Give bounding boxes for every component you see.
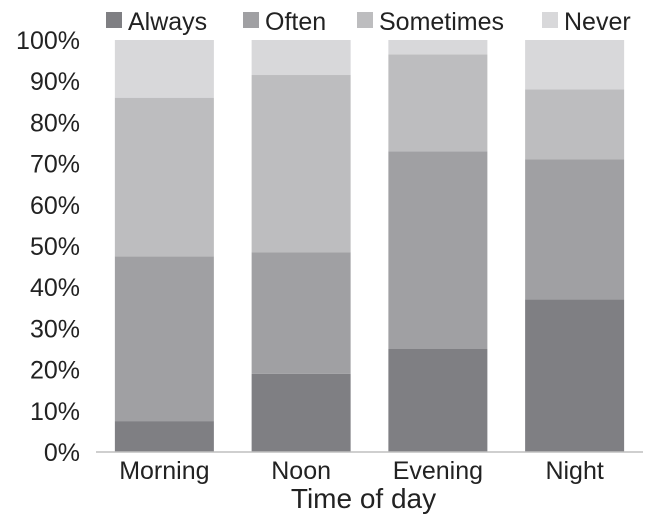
x-axis: Morning Noon Evening Night — [119, 457, 604, 485]
bar-segment-never — [114, 40, 214, 98]
bar-segment-never — [525, 40, 625, 90]
bar-segment-sometimes — [114, 97, 214, 257]
y-tick-label: 0% — [44, 439, 80, 467]
y-tick-label: 40% — [30, 274, 80, 302]
bar-stack — [114, 40, 214, 452]
bar-segment-sometimes — [251, 75, 351, 253]
y-tick-label: 80% — [30, 109, 80, 137]
bar-segment-always — [251, 373, 351, 452]
legend-item: Sometimes — [357, 8, 504, 36]
bar-stack — [525, 40, 625, 452]
bar-segment-always — [388, 349, 488, 452]
legend-item: Never — [542, 8, 631, 36]
x-axis-title: Time of day — [291, 483, 436, 514]
legend-swatch — [243, 12, 259, 28]
bar-stack — [388, 40, 488, 452]
legend-swatch — [106, 12, 122, 28]
bar-segment-often — [525, 159, 625, 300]
bar-segment-often — [388, 151, 488, 349]
legend-item: Often — [243, 8, 326, 36]
y-tick-label: 20% — [30, 357, 80, 385]
y-tick-label: 70% — [30, 151, 80, 179]
legend: Always Often Sometimes Never — [106, 8, 631, 36]
x-tick-label: Night — [545, 457, 603, 485]
legend-item: Always — [106, 8, 207, 36]
bar-segment-often — [251, 252, 351, 374]
bar-segment-always — [525, 299, 625, 452]
bar-segment-always — [114, 421, 214, 452]
y-axis: 0% 10% 20% 30% 40% 50% 60% 70% 80% 90% 100% — [16, 27, 80, 467]
bar-segment-sometimes — [525, 89, 625, 160]
legend-swatch — [542, 12, 558, 28]
bar-segment-sometimes — [388, 54, 488, 152]
legend-swatch — [357, 12, 373, 28]
bar-stack — [251, 40, 351, 452]
y-tick-label: 10% — [30, 398, 80, 426]
y-tick-label: 50% — [30, 233, 80, 261]
x-tick-label: Morning — [119, 457, 209, 485]
legend-label: Never — [564, 8, 631, 36]
x-tick-label: Evening — [393, 457, 483, 485]
y-tick-label: 60% — [30, 192, 80, 220]
x-tick-label: Noon — [271, 457, 331, 485]
y-tick-label: 90% — [30, 68, 80, 96]
bar-segment-never — [251, 40, 351, 76]
legend-label: Always — [128, 8, 207, 36]
bar-segment-never — [388, 40, 488, 55]
y-tick-label: 30% — [30, 315, 80, 343]
legend-label: Sometimes — [379, 8, 504, 36]
bar-segment-often — [114, 256, 214, 422]
legend-label: Often — [265, 8, 326, 36]
bars — [114, 40, 625, 452]
y-tick-label: 100% — [16, 27, 80, 55]
